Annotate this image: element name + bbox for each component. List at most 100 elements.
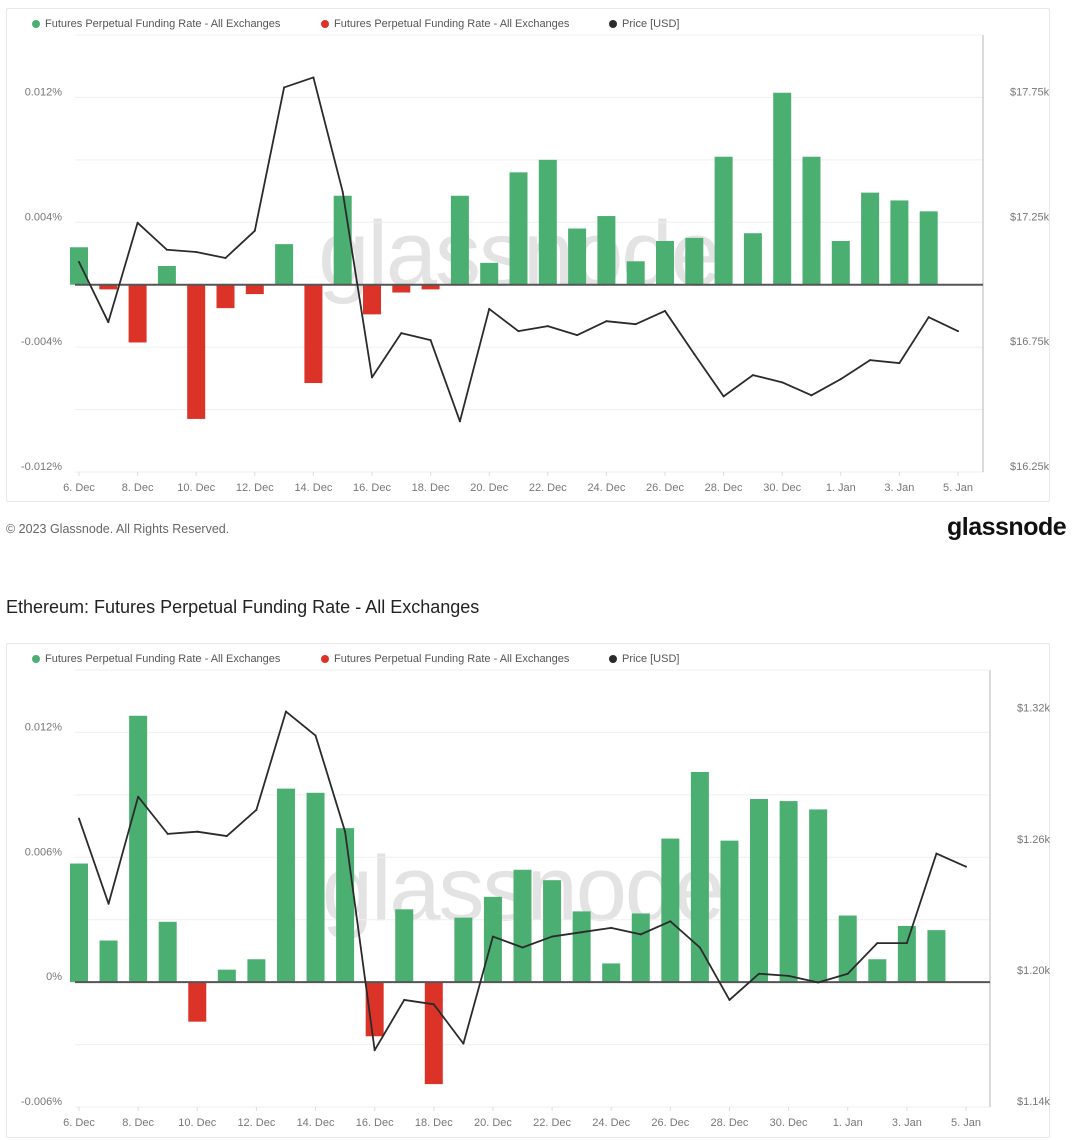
price-point[interactable] [634, 323, 637, 326]
positive-funding-bar[interactable] [217, 969, 236, 983]
positive-funding-bar[interactable] [927, 930, 946, 983]
positive-funding-bar[interactable] [773, 92, 792, 285]
negative-funding-bar[interactable] [304, 284, 323, 384]
price-point[interactable] [965, 865, 967, 868]
price-point[interactable] [344, 830, 347, 833]
price-point[interactable] [521, 946, 524, 949]
price-point[interactable] [488, 307, 491, 310]
positive-funding-bar[interactable] [809, 809, 828, 983]
negative-funding-bar[interactable] [216, 284, 235, 309]
price-point[interactable] [817, 981, 820, 984]
price-point[interactable] [935, 852, 938, 855]
positive-funding-bar[interactable] [602, 963, 621, 983]
price-point[interactable] [458, 420, 461, 423]
negative-funding-bar[interactable] [187, 284, 206, 419]
positive-funding-bar[interactable] [450, 195, 469, 285]
price-point[interactable] [429, 339, 432, 342]
price-point[interactable] [810, 394, 813, 397]
positive-funding-bar[interactable] [890, 200, 909, 285]
price-point[interactable] [728, 998, 731, 1001]
price-point[interactable] [283, 86, 286, 89]
price-point[interactable] [432, 1003, 435, 1006]
positive-funding-bar[interactable] [129, 715, 148, 983]
price-point[interactable] [781, 381, 784, 384]
positive-funding-bar[interactable] [631, 913, 650, 983]
positive-funding-bar[interactable] [247, 959, 266, 983]
price-point[interactable] [255, 808, 258, 811]
price-point[interactable] [166, 832, 169, 835]
positive-funding-bar[interactable] [661, 838, 680, 983]
negative-funding-bar[interactable] [424, 982, 443, 1085]
positive-funding-bar[interactable] [70, 863, 88, 983]
price-point[interactable] [698, 946, 701, 949]
positive-funding-bar[interactable] [509, 172, 528, 285]
positive-funding-bar[interactable] [626, 261, 645, 285]
positive-funding-bar[interactable] [158, 921, 177, 983]
price-point[interactable] [517, 330, 520, 333]
positive-funding-bar[interactable] [861, 192, 880, 285]
positive-funding-bar[interactable] [597, 216, 616, 285]
price-point[interactable] [400, 332, 403, 335]
positive-funding-bar[interactable] [538, 159, 557, 285]
negative-funding-bar[interactable] [128, 284, 147, 343]
price-point[interactable] [839, 378, 842, 381]
legend-item-price[interactable]: Price [USD] [609, 653, 679, 665]
price-point[interactable] [664, 309, 666, 312]
price-point[interactable] [610, 926, 613, 929]
price-point[interactable] [546, 325, 549, 328]
price-point[interactable] [403, 998, 406, 1001]
negative-funding-bar[interactable] [188, 982, 207, 1022]
price-point[interactable] [196, 830, 199, 833]
positive-funding-bar[interactable] [750, 799, 769, 983]
positive-funding-bar[interactable] [513, 869, 532, 983]
price-point[interactable] [876, 942, 879, 945]
positive-funding-bar[interactable] [802, 156, 821, 285]
price-point[interactable] [722, 395, 725, 398]
price-point[interactable] [491, 935, 494, 938]
positive-funding-bar[interactable] [919, 211, 938, 285]
price-point[interactable] [758, 972, 761, 975]
positive-funding-bar[interactable] [779, 801, 798, 983]
negative-funding-bar[interactable] [392, 284, 411, 293]
positive-funding-bar[interactable] [868, 959, 887, 983]
negative-funding-bar[interactable] [421, 284, 440, 290]
positive-funding-bar[interactable] [572, 911, 591, 983]
price-point[interactable] [136, 221, 139, 224]
positive-funding-bar[interactable] [454, 917, 473, 983]
price-point[interactable] [787, 974, 790, 977]
price-point[interactable] [137, 795, 140, 798]
price-point[interactable] [107, 321, 110, 324]
positive-funding-bar[interactable] [714, 156, 733, 285]
legend-item-positive-funding[interactable]: Futures Perpetual Funding Rate - All Exc… [32, 18, 280, 30]
price-point[interactable] [373, 1049, 376, 1052]
price-point[interactable] [639, 933, 642, 936]
positive-funding-bar[interactable] [395, 909, 414, 983]
price-point[interactable] [195, 251, 198, 254]
price-point[interactable] [898, 362, 901, 365]
price-point[interactable] [751, 374, 754, 377]
price-point[interactable] [551, 935, 554, 938]
price-point[interactable] [341, 190, 344, 193]
price-point[interactable] [605, 320, 608, 323]
price-point[interactable] [576, 334, 579, 337]
price-point[interactable] [284, 710, 287, 713]
legend-item-negative-funding[interactable]: Futures Perpetual Funding Rate - All Exc… [321, 18, 569, 30]
price-point[interactable] [253, 229, 256, 232]
positive-funding-bar[interactable] [568, 228, 587, 285]
negative-funding-bar[interactable] [99, 284, 118, 290]
glassnode-logo[interactable]: glassnode [947, 513, 1067, 541]
positive-funding-bar[interactable] [543, 880, 562, 983]
price-point[interactable] [371, 376, 373, 379]
positive-funding-bar[interactable] [99, 940, 118, 983]
positive-funding-bar[interactable] [831, 241, 850, 285]
price-point[interactable] [224, 256, 227, 259]
positive-funding-bar[interactable] [333, 195, 352, 285]
price-point[interactable] [78, 260, 80, 263]
price-point[interactable] [462, 1042, 465, 1045]
positive-funding-bar[interactable] [838, 915, 857, 983]
negative-funding-bar[interactable] [245, 284, 264, 295]
legend-item-positive-funding[interactable]: Futures Perpetual Funding Rate - All Exc… [32, 653, 280, 665]
positive-funding-bar[interactable] [157, 265, 176, 285]
price-point[interactable] [314, 734, 317, 737]
price-point[interactable] [580, 931, 583, 934]
